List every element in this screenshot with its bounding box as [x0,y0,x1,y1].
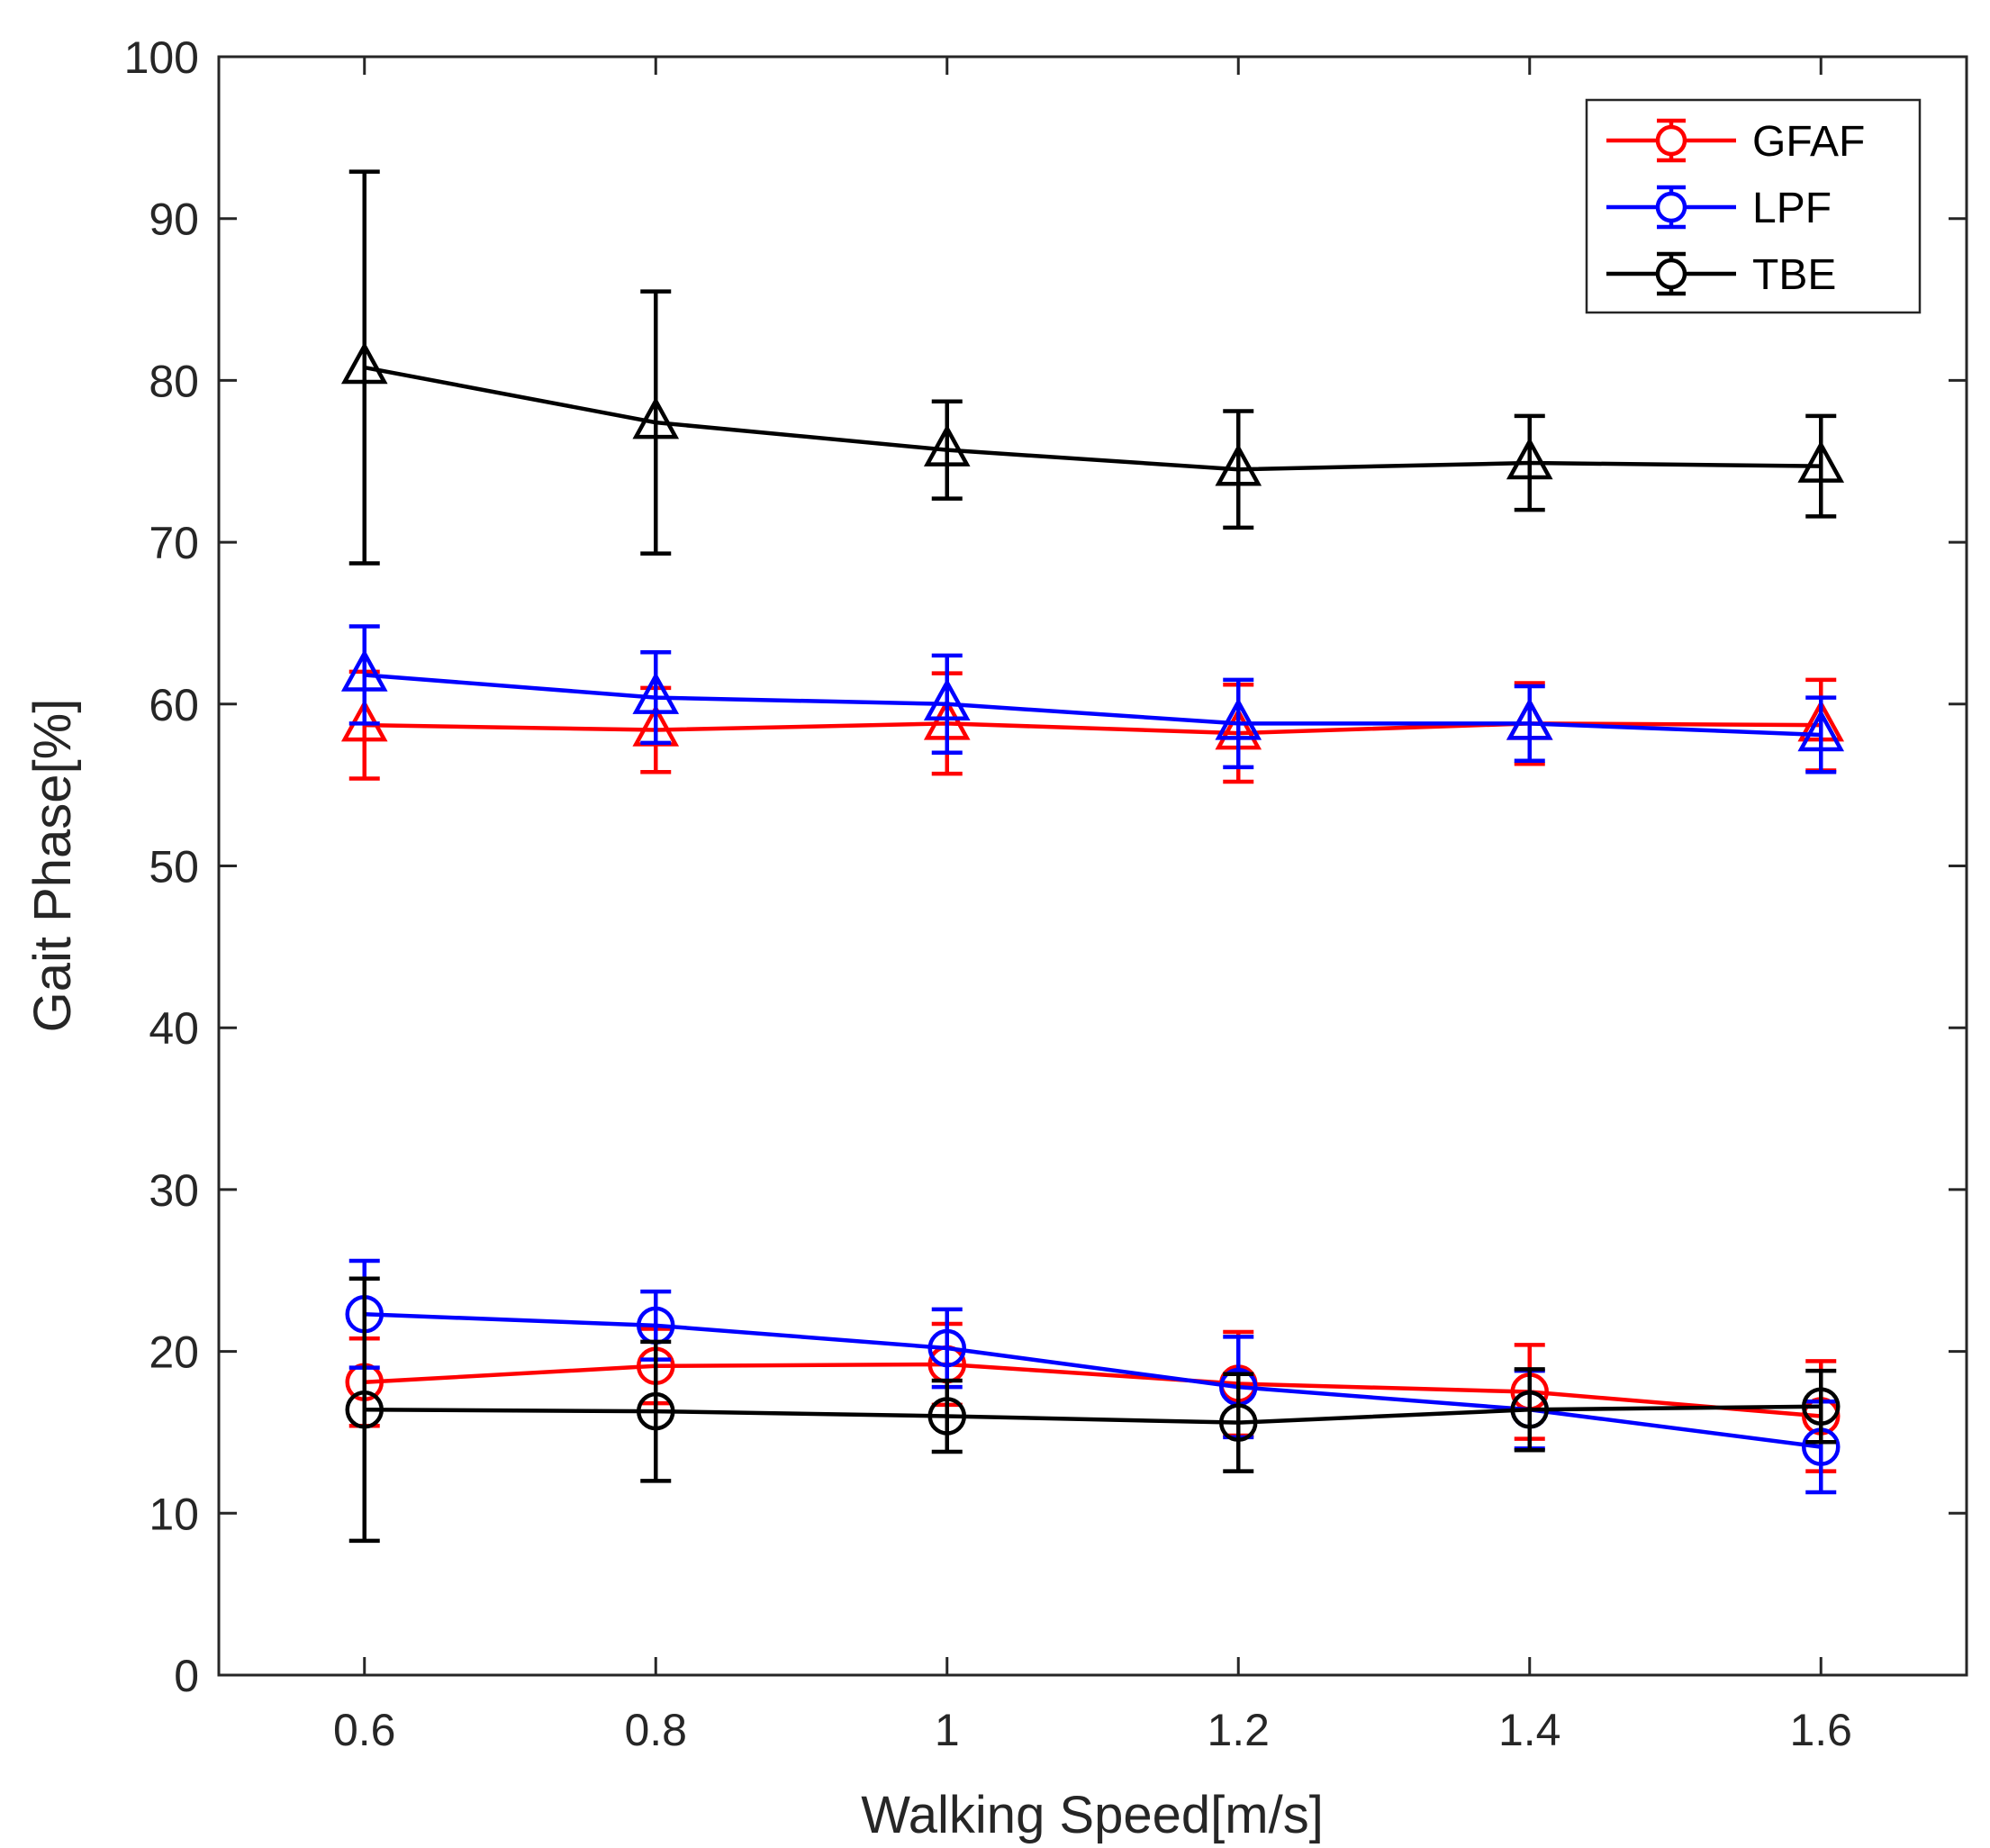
data-point-circle [927,1397,966,1436]
series-line [364,1404,1822,1425]
legend-item-tbe: TBE [1606,251,1836,299]
data-point-triangle [632,671,680,714]
data-point-triangle [1506,697,1553,740]
data-point-triangle [1215,697,1262,740]
series-tbe-triangle [340,169,1845,566]
x-tick-label: 1.6 [1789,1705,1852,1755]
y-tick-label: 40 [149,1003,199,1054]
data-point-circle [1219,1403,1258,1442]
data-point-circle [927,1328,966,1368]
series-line [364,673,1822,738]
series-line [364,1362,1822,1418]
data-point-circle [637,1391,675,1431]
series-line [364,1312,1822,1449]
data-point-triangle [923,678,971,721]
y-tick-label: 80 [149,356,199,406]
data-point-triangle [632,396,680,439]
series-line [364,365,1822,472]
y-tick-label: 10 [149,1489,199,1539]
data-point-triangle [923,424,971,467]
x-tick-label: 1 [935,1705,960,1755]
data-point-circle [1802,1387,1841,1426]
y-tick-label: 20 [149,1327,199,1378]
legend-item-gfaf: GFAF [1606,118,1865,166]
y-tick-label: 100 [124,32,199,83]
x-tick-label: 0.8 [624,1705,687,1755]
legend-label: LPF [1752,185,1832,232]
legend-marker [1655,191,1687,223]
legend-label: GFAF [1752,118,1865,166]
legend-label: TBE [1752,251,1836,299]
data-point-triangle [1797,439,1845,483]
y-tick-label: 70 [149,518,199,568]
y-tick-label: 50 [149,842,199,892]
data-point-triangle [1215,443,1262,486]
legend: GFAF LPF TBE [1585,98,1922,314]
data-point-triangle [1506,437,1553,480]
x-tick-label: 0.6 [333,1705,396,1755]
series-lpf-triangle [340,624,1845,775]
data-point-triangle [340,341,388,385]
x-tick-label: 1.2 [1207,1705,1270,1755]
data-point-circle [1510,1391,1549,1429]
axis-ticks [219,55,1967,1677]
y-tick-label: 60 [149,680,199,730]
y-tick-label: 30 [149,1165,199,1216]
legend-marker [1655,258,1687,290]
y-axis-title: Gait Phase[%] [23,699,82,1033]
y-tick-label: 90 [149,195,199,245]
x-axis-title: Walking Speed[m/s] [861,1786,1324,1844]
data-point-circle [345,1391,384,1429]
x-tick-label: 1.4 [1498,1705,1561,1755]
legend-marker [1655,124,1687,157]
tick-labels: 0.6 0.8 1 1.2 1.4 1.6 0 10 20 30 40 50 60 70 80 90 100 [124,32,1852,1755]
series-tbe-circle [345,1276,1841,1544]
data-point-triangle [340,648,388,692]
data-point-triangle [1797,709,1845,752]
series-layer [340,169,1845,1544]
legend-item-lpf: LPF [1606,185,1832,232]
y-tick-label: 0 [174,1651,199,1701]
